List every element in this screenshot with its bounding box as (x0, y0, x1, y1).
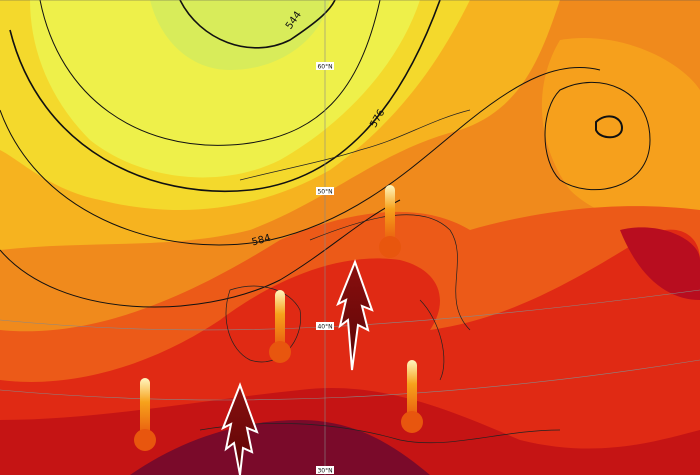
latitude-label: 50°N (317, 189, 332, 196)
latitude-label-bg (316, 187, 334, 195)
latitude-label-bg (316, 466, 334, 474)
latitude-label: 60°N (317, 64, 332, 71)
thermometers (134, 185, 423, 451)
latitude-label: 40°N (317, 324, 332, 331)
latitude-label: 30°N (317, 468, 332, 475)
latitude-label-bg (316, 62, 334, 70)
heat-arrows (221, 259, 374, 475)
contour-label: 584 (251, 233, 272, 249)
latitude-label-bg (316, 322, 334, 330)
